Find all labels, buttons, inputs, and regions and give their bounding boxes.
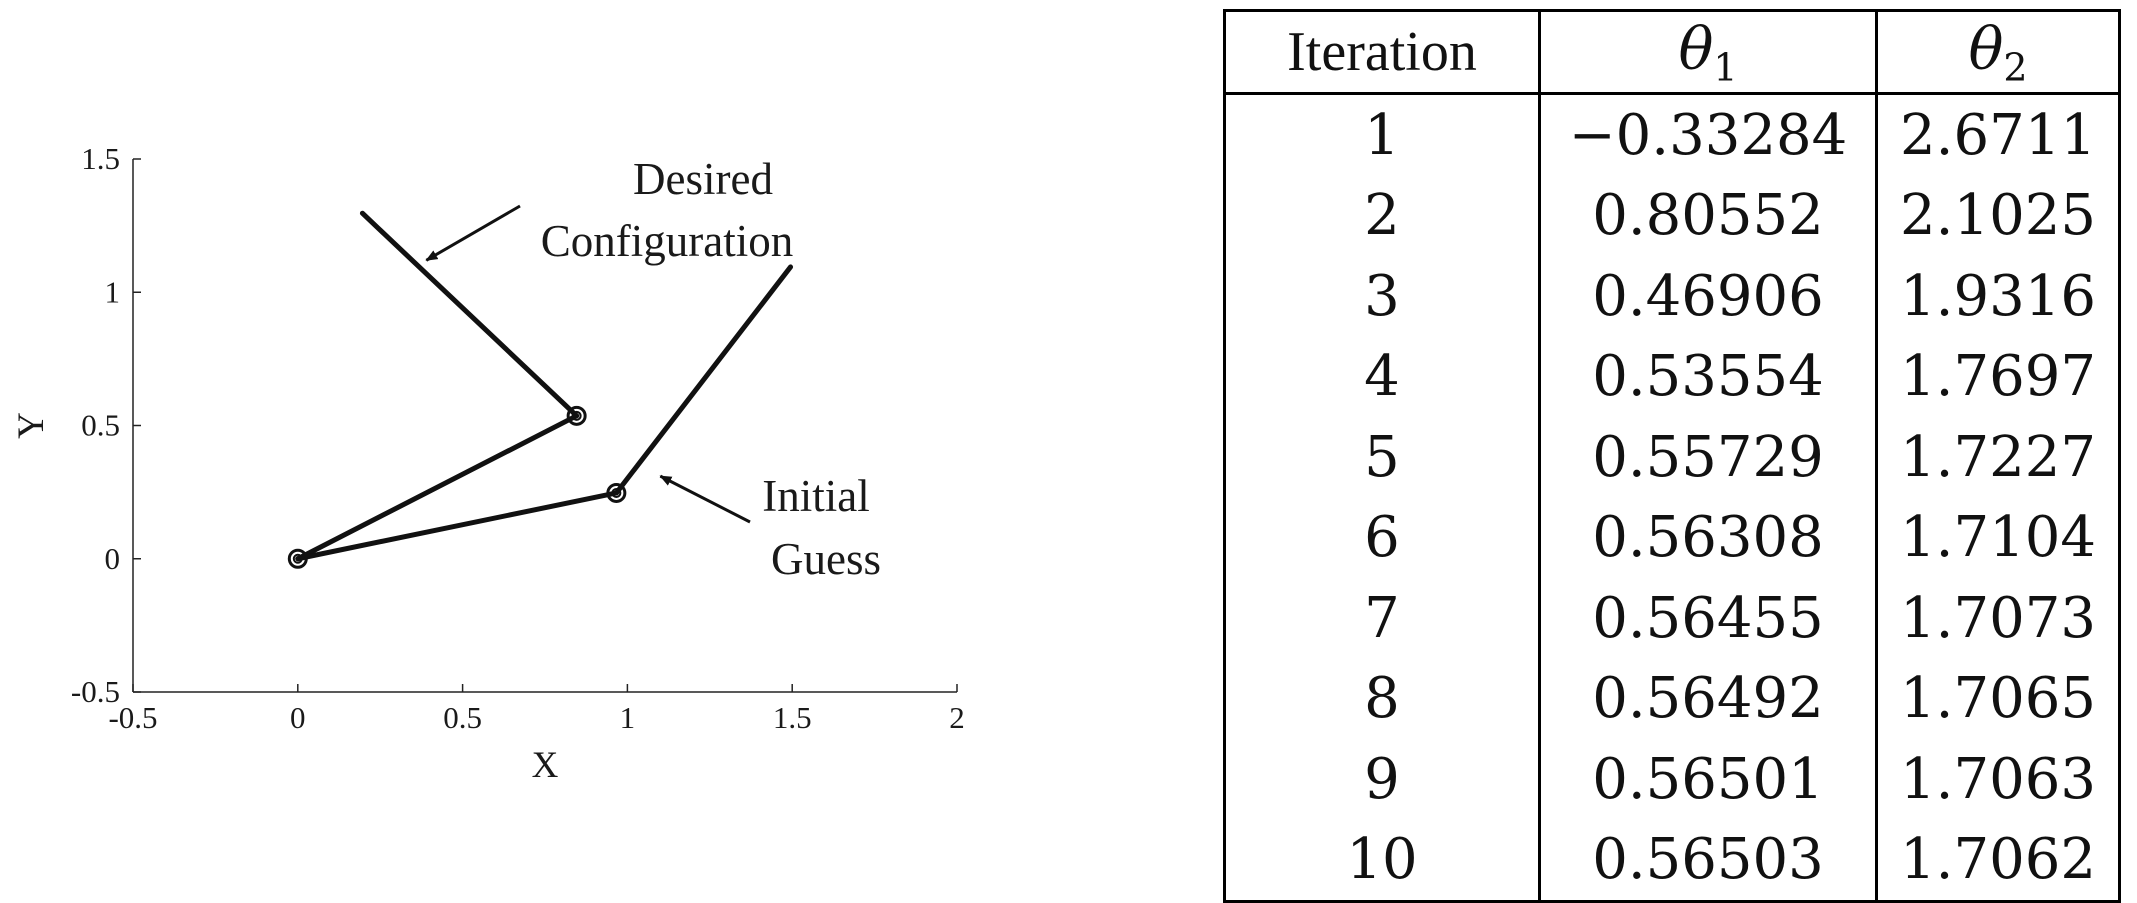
cell-theta-1: 0.53554 — [1538, 336, 1878, 417]
arm-link — [359, 210, 580, 419]
cell-theta-2: 1.9316 — [1875, 256, 2121, 337]
table-header-row: Iteration θ1 θ2 — [1223, 9, 2121, 95]
cell-theta-1: 0.46906 — [1538, 256, 1878, 337]
arm-link — [613, 264, 794, 496]
joint-marker-inner — [571, 410, 582, 421]
cell-theta-2: 1.7697 — [1875, 336, 2121, 417]
y-tick-label: 1 — [105, 274, 121, 309]
joint-marker — [287, 548, 308, 569]
cell-theta-2: 1.7073 — [1875, 578, 2121, 659]
cell-iteration: 10 — [1223, 819, 1541, 903]
table-row: 6 0.56308 1.7104 — [1223, 497, 2121, 578]
cell-iteration: 3 — [1223, 256, 1541, 337]
cell-theta-1: 0.56492 — [1538, 658, 1878, 739]
table-row: 8 0.56492 1.7065 — [1223, 658, 2121, 739]
table-row: 3 0.46906 1.9316 — [1223, 256, 2121, 337]
cell-iteration: 4 — [1223, 336, 1541, 417]
cell-theta-1: 0.56455 — [1538, 578, 1878, 659]
table-row: 5 0.55729 1.7227 — [1223, 417, 2121, 498]
table-row: 9 0.56501 1.7063 — [1223, 739, 2121, 820]
cell-iteration: 7 — [1223, 578, 1541, 659]
cell-theta-2: 1.7062 — [1875, 819, 2121, 903]
cell-theta-2: 2.1025 — [1875, 175, 2121, 256]
joint-marker — [606, 482, 627, 503]
arrow-desired — [425, 204, 521, 262]
cell-theta-2: 2.6711 — [1875, 93, 2121, 176]
cell-theta-2: 1.7065 — [1875, 658, 2121, 739]
cell-theta-1: 0.56503 — [1538, 819, 1878, 903]
iteration-table-panel: Iteration θ1 θ2 1 −0.33284 2.6711 2 0.80552 2… — [1223, 9, 2121, 903]
cell-theta-2: 1.7063 — [1875, 739, 2121, 820]
cell-theta-1: 0.56308 — [1538, 497, 1878, 578]
arrow-initial — [659, 474, 751, 524]
x-axis-title: X — [532, 745, 559, 786]
cell-iteration: 6 — [1223, 497, 1541, 578]
cell-iteration: 9 — [1223, 739, 1541, 820]
arm-link — [295, 413, 580, 562]
table-row: 10 0.56503 1.7062 — [1223, 819, 2121, 903]
cell-theta-1: 0.56501 — [1538, 739, 1878, 820]
table-row: 2 0.80552 2.1025 — [1223, 175, 2121, 256]
y-axis-title: Y — [11, 412, 52, 439]
x-tick-label: 2 — [949, 700, 965, 735]
annotation-desired: Desired — [633, 154, 773, 204]
y-tick-label: 0 — [105, 541, 121, 576]
cell-theta-1: 0.55729 — [1538, 417, 1878, 498]
iteration-table: Iteration θ1 θ2 1 −0.33284 2.6711 2 0.80552 2… — [1223, 9, 2121, 903]
joint-marker-inner — [611, 487, 622, 498]
cell-theta-1: 0.80552 — [1538, 175, 1878, 256]
x-tick-label: 1 — [620, 700, 636, 735]
annotation-initial: Initial — [762, 471, 869, 521]
joint-marker-inner — [292, 553, 303, 564]
y-tick-label: 0.5 — [81, 408, 120, 443]
cell-iteration: 2 — [1223, 175, 1541, 256]
chart-panel: -0.5 0 0.5 1 1.5 2 -0.5 0 0.5 1 1.5 X Y Desired Config… — [11, 141, 965, 786]
chart-plot: -0.5 0 0.5 1 1.5 2 -0.5 0 0.5 1 1.5 X Y Desired Config… — [11, 141, 965, 786]
x-tick-label: -0.5 — [108, 700, 157, 735]
arm-link — [295, 490, 619, 562]
table-row: 1 −0.33284 2.6711 — [1223, 93, 2121, 176]
table-row: 4 0.53554 1.7697 — [1223, 336, 2121, 417]
joint-marker — [566, 405, 587, 426]
header-theta-1: θ1 — [1538, 9, 1878, 95]
y-tick-label: 1.5 — [81, 141, 120, 176]
cell-iteration: 1 — [1223, 93, 1541, 176]
annotation-configuration: Configuration — [541, 216, 793, 266]
cell-theta-2: 1.7227 — [1875, 417, 2121, 498]
theta-subscript: 2 — [2003, 45, 2028, 90]
x-tick-label: 0.5 — [443, 700, 482, 735]
theta-symbol: θ — [1678, 14, 1714, 83]
table-row: 7 0.56455 1.7073 — [1223, 578, 2121, 659]
x-tick-label: 0 — [290, 700, 306, 735]
header-iteration: Iteration — [1223, 9, 1541, 95]
cell-theta-1: −0.33284 — [1538, 93, 1878, 176]
cell-iteration: 8 — [1223, 658, 1541, 739]
theta-symbol: θ — [1968, 14, 2004, 83]
cell-theta-2: 1.7104 — [1875, 497, 2121, 578]
cell-iteration: 5 — [1223, 417, 1541, 498]
y-tick-label: -0.5 — [71, 674, 120, 709]
annotation-guess: Guess — [771, 534, 881, 584]
theta-subscript: 1 — [1713, 45, 1738, 90]
header-theta-2: θ2 — [1875, 9, 2121, 95]
x-tick-label: 1.5 — [773, 700, 812, 735]
